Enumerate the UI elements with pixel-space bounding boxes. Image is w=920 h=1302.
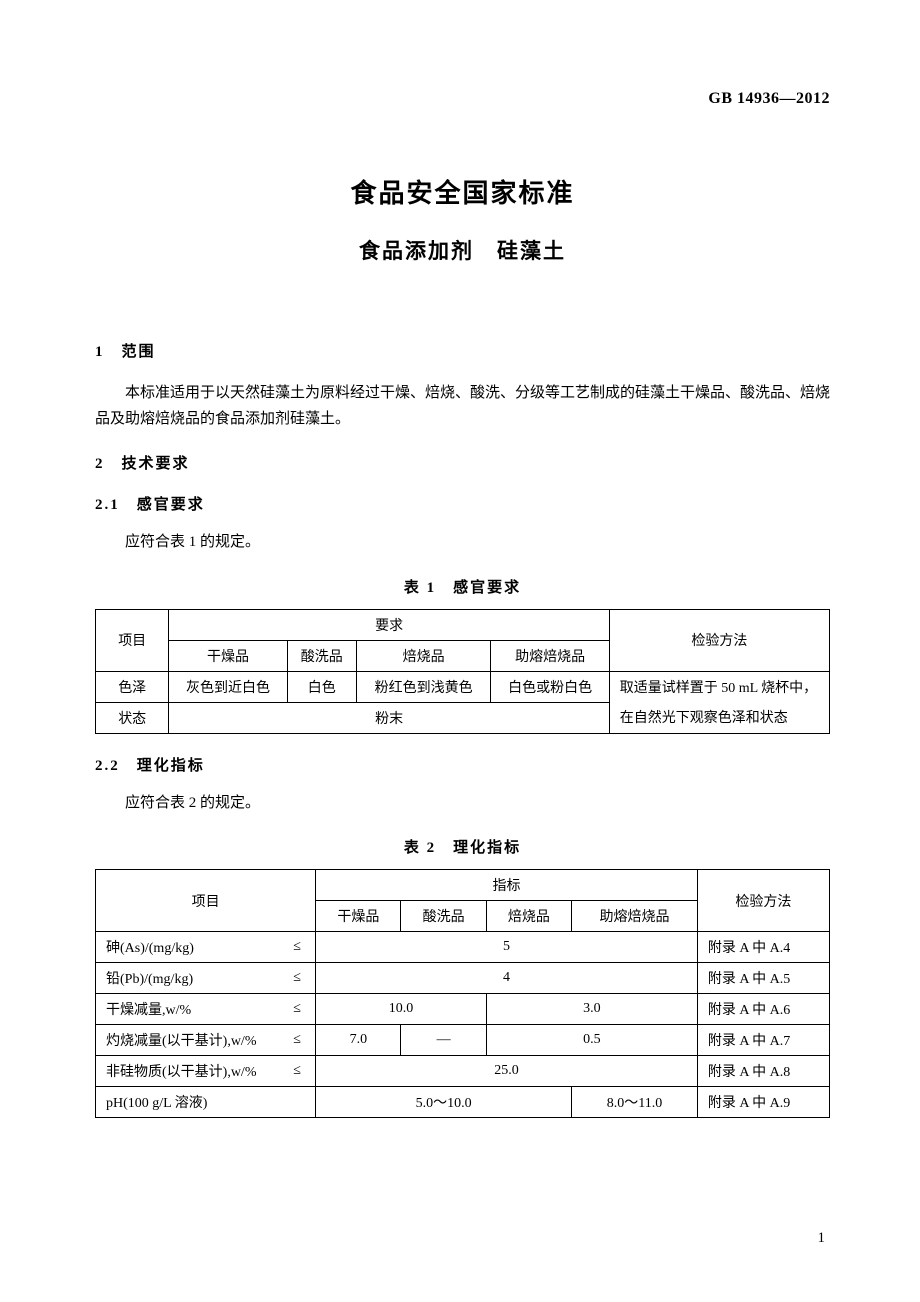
standard-code: GB 14936—2012 xyxy=(95,90,830,108)
page-number: 1 xyxy=(818,1230,826,1247)
table-1-caption: 表 1 感官要求 xyxy=(95,576,830,597)
t2-leq-as: ≤ xyxy=(279,932,316,963)
t2-row-as: 砷(As)/(mg/kg) xyxy=(96,932,280,963)
t2-dryloss-v1: 10.0 xyxy=(316,994,487,1025)
section-2-2-heading: 2.2 理化指标 xyxy=(95,754,830,775)
section-2-2-body: 应符合表 2 的规定。 xyxy=(95,791,830,817)
t2-dryloss-method: 附录 A 中 A.6 xyxy=(697,994,829,1025)
table-1: 项目 要求 检验方法 干燥品 酸洗品 焙烧品 助熔焙烧品 色泽 灰色到近白色 白… xyxy=(95,609,830,734)
t2-sub-flux: 助熔焙烧品 xyxy=(572,901,698,932)
t1-color-roast: 粉红色到浅黄色 xyxy=(356,671,491,702)
t2-pb-method: 附录 A 中 A.5 xyxy=(697,963,829,994)
t1-sub-roast: 焙烧品 xyxy=(356,640,491,671)
section-1-heading: 1 范围 xyxy=(95,340,830,361)
t2-ignloss-method: 附录 A 中 A.7 xyxy=(697,1025,829,1056)
t2-row-pb: 铅(Pb)/(mg/kg) xyxy=(96,963,280,994)
t1-sub-flux: 助熔焙烧品 xyxy=(491,640,609,671)
t2-row-ignloss: 灼烧减量(以干基计),w/% xyxy=(96,1025,280,1056)
t2-row-nonsi: 非硅物质(以干基计),w/% xyxy=(96,1056,280,1087)
t1-sub-dry: 干燥品 xyxy=(169,640,287,671)
t2-ignloss-v3: 0.5 xyxy=(486,1025,697,1056)
t1-color-acid: 白色 xyxy=(287,671,356,702)
section-2-heading: 2 技术要求 xyxy=(95,452,830,473)
t2-leq-nonsi: ≤ xyxy=(279,1056,316,1087)
t1-row-state: 状态 xyxy=(96,702,169,733)
section-2-1-body: 应符合表 1 的规定。 xyxy=(95,530,830,556)
t2-leq-dryloss: ≤ xyxy=(279,994,316,1025)
t1-state-val: 粉末 xyxy=(169,702,609,733)
t2-ph-method: 附录 A 中 A.9 xyxy=(697,1087,829,1118)
t2-leq-pb: ≤ xyxy=(279,963,316,994)
t2-sub-dry: 干燥品 xyxy=(316,901,401,932)
t2-leq-ignloss: ≤ xyxy=(279,1025,316,1056)
t2-ignloss-v1: 7.0 xyxy=(316,1025,401,1056)
t1-method-1: 取适量试样置于 50 mL 烧杯中， xyxy=(609,671,829,702)
t2-as-method: 附录 A 中 A.4 xyxy=(697,932,829,963)
t2-pb-val: 4 xyxy=(316,963,698,994)
t2-as-val: 5 xyxy=(316,932,698,963)
t1-row-color: 色泽 xyxy=(96,671,169,702)
t1-sub-acid: 酸洗品 xyxy=(287,640,356,671)
section-2-1-heading: 2.1 感官要求 xyxy=(95,493,830,514)
t2-col-index: 指标 xyxy=(316,870,698,901)
t2-row-ph: pH(100 g/L 溶液) xyxy=(96,1087,316,1118)
t1-color-flux: 白色或粉白色 xyxy=(491,671,609,702)
t2-ph-v2: 8.0～11.0 xyxy=(572,1087,698,1118)
t1-col-item: 项目 xyxy=(96,609,169,671)
t2-row-dryloss: 干燥减量,w/% xyxy=(96,994,280,1025)
t2-nonsi-val: 25.0 xyxy=(316,1056,698,1087)
t2-col-item: 项目 xyxy=(96,870,316,932)
t2-sub-acid: 酸洗品 xyxy=(401,901,486,932)
t2-col-method: 检验方法 xyxy=(697,870,829,932)
title-sub: 食品添加剂 硅藻土 xyxy=(95,235,830,265)
t1-method-2: 在自然光下观察色泽和状态 xyxy=(609,702,829,733)
section-1-body: 本标准适用于以天然硅藻土为原料经过干燥、焙烧、酸洗、分级等工艺制成的硅藻土干燥品… xyxy=(95,381,830,432)
title-main: 食品安全国家标准 xyxy=(95,173,830,210)
table-2: 项目 指标 检验方法 干燥品 酸洗品 焙烧品 助熔焙烧品 砷(As)/(mg/k… xyxy=(95,869,830,1118)
table-2-caption: 表 2 理化指标 xyxy=(95,836,830,857)
t2-ph-v1: 5.0～10.0 xyxy=(316,1087,572,1118)
t1-col-method: 检验方法 xyxy=(609,609,829,671)
t1-color-dry: 灰色到近白色 xyxy=(169,671,287,702)
t2-dryloss-v2: 3.0 xyxy=(486,994,697,1025)
t2-sub-roast: 焙烧品 xyxy=(486,901,571,932)
t1-col-req: 要求 xyxy=(169,609,609,640)
t2-ignloss-v2: — xyxy=(401,1025,486,1056)
t2-nonsi-method: 附录 A 中 A.8 xyxy=(697,1056,829,1087)
